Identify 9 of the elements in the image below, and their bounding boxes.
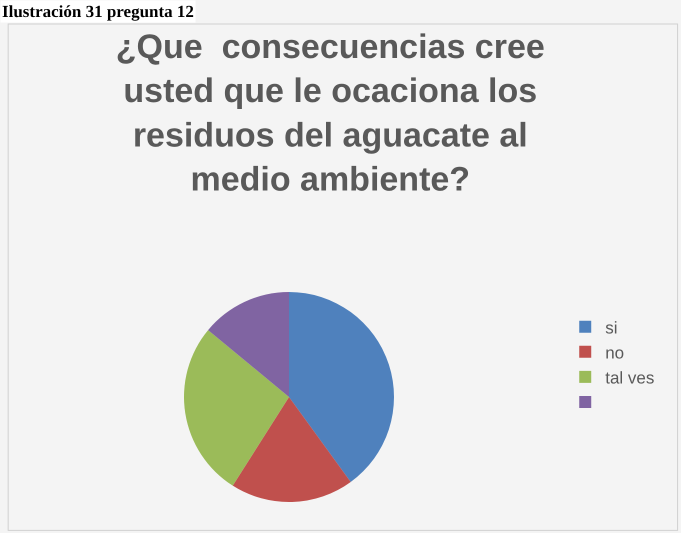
chart-title: ¿Que consecuencias cree usted que le ocaciona los residuos del aguacate al medio ambiente? [116, 28, 545, 199]
pie-slice [289, 292, 394, 482]
legend-label: no [605, 343, 624, 362]
legend-label: si [605, 318, 618, 338]
pie-slice [184, 330, 289, 486]
pie-slice [232, 397, 351, 502]
pie-slice [208, 292, 289, 397]
text: Ilustración 31 pregunta 12 [2, 2, 194, 21]
legend-label: tal ves [605, 368, 654, 388]
